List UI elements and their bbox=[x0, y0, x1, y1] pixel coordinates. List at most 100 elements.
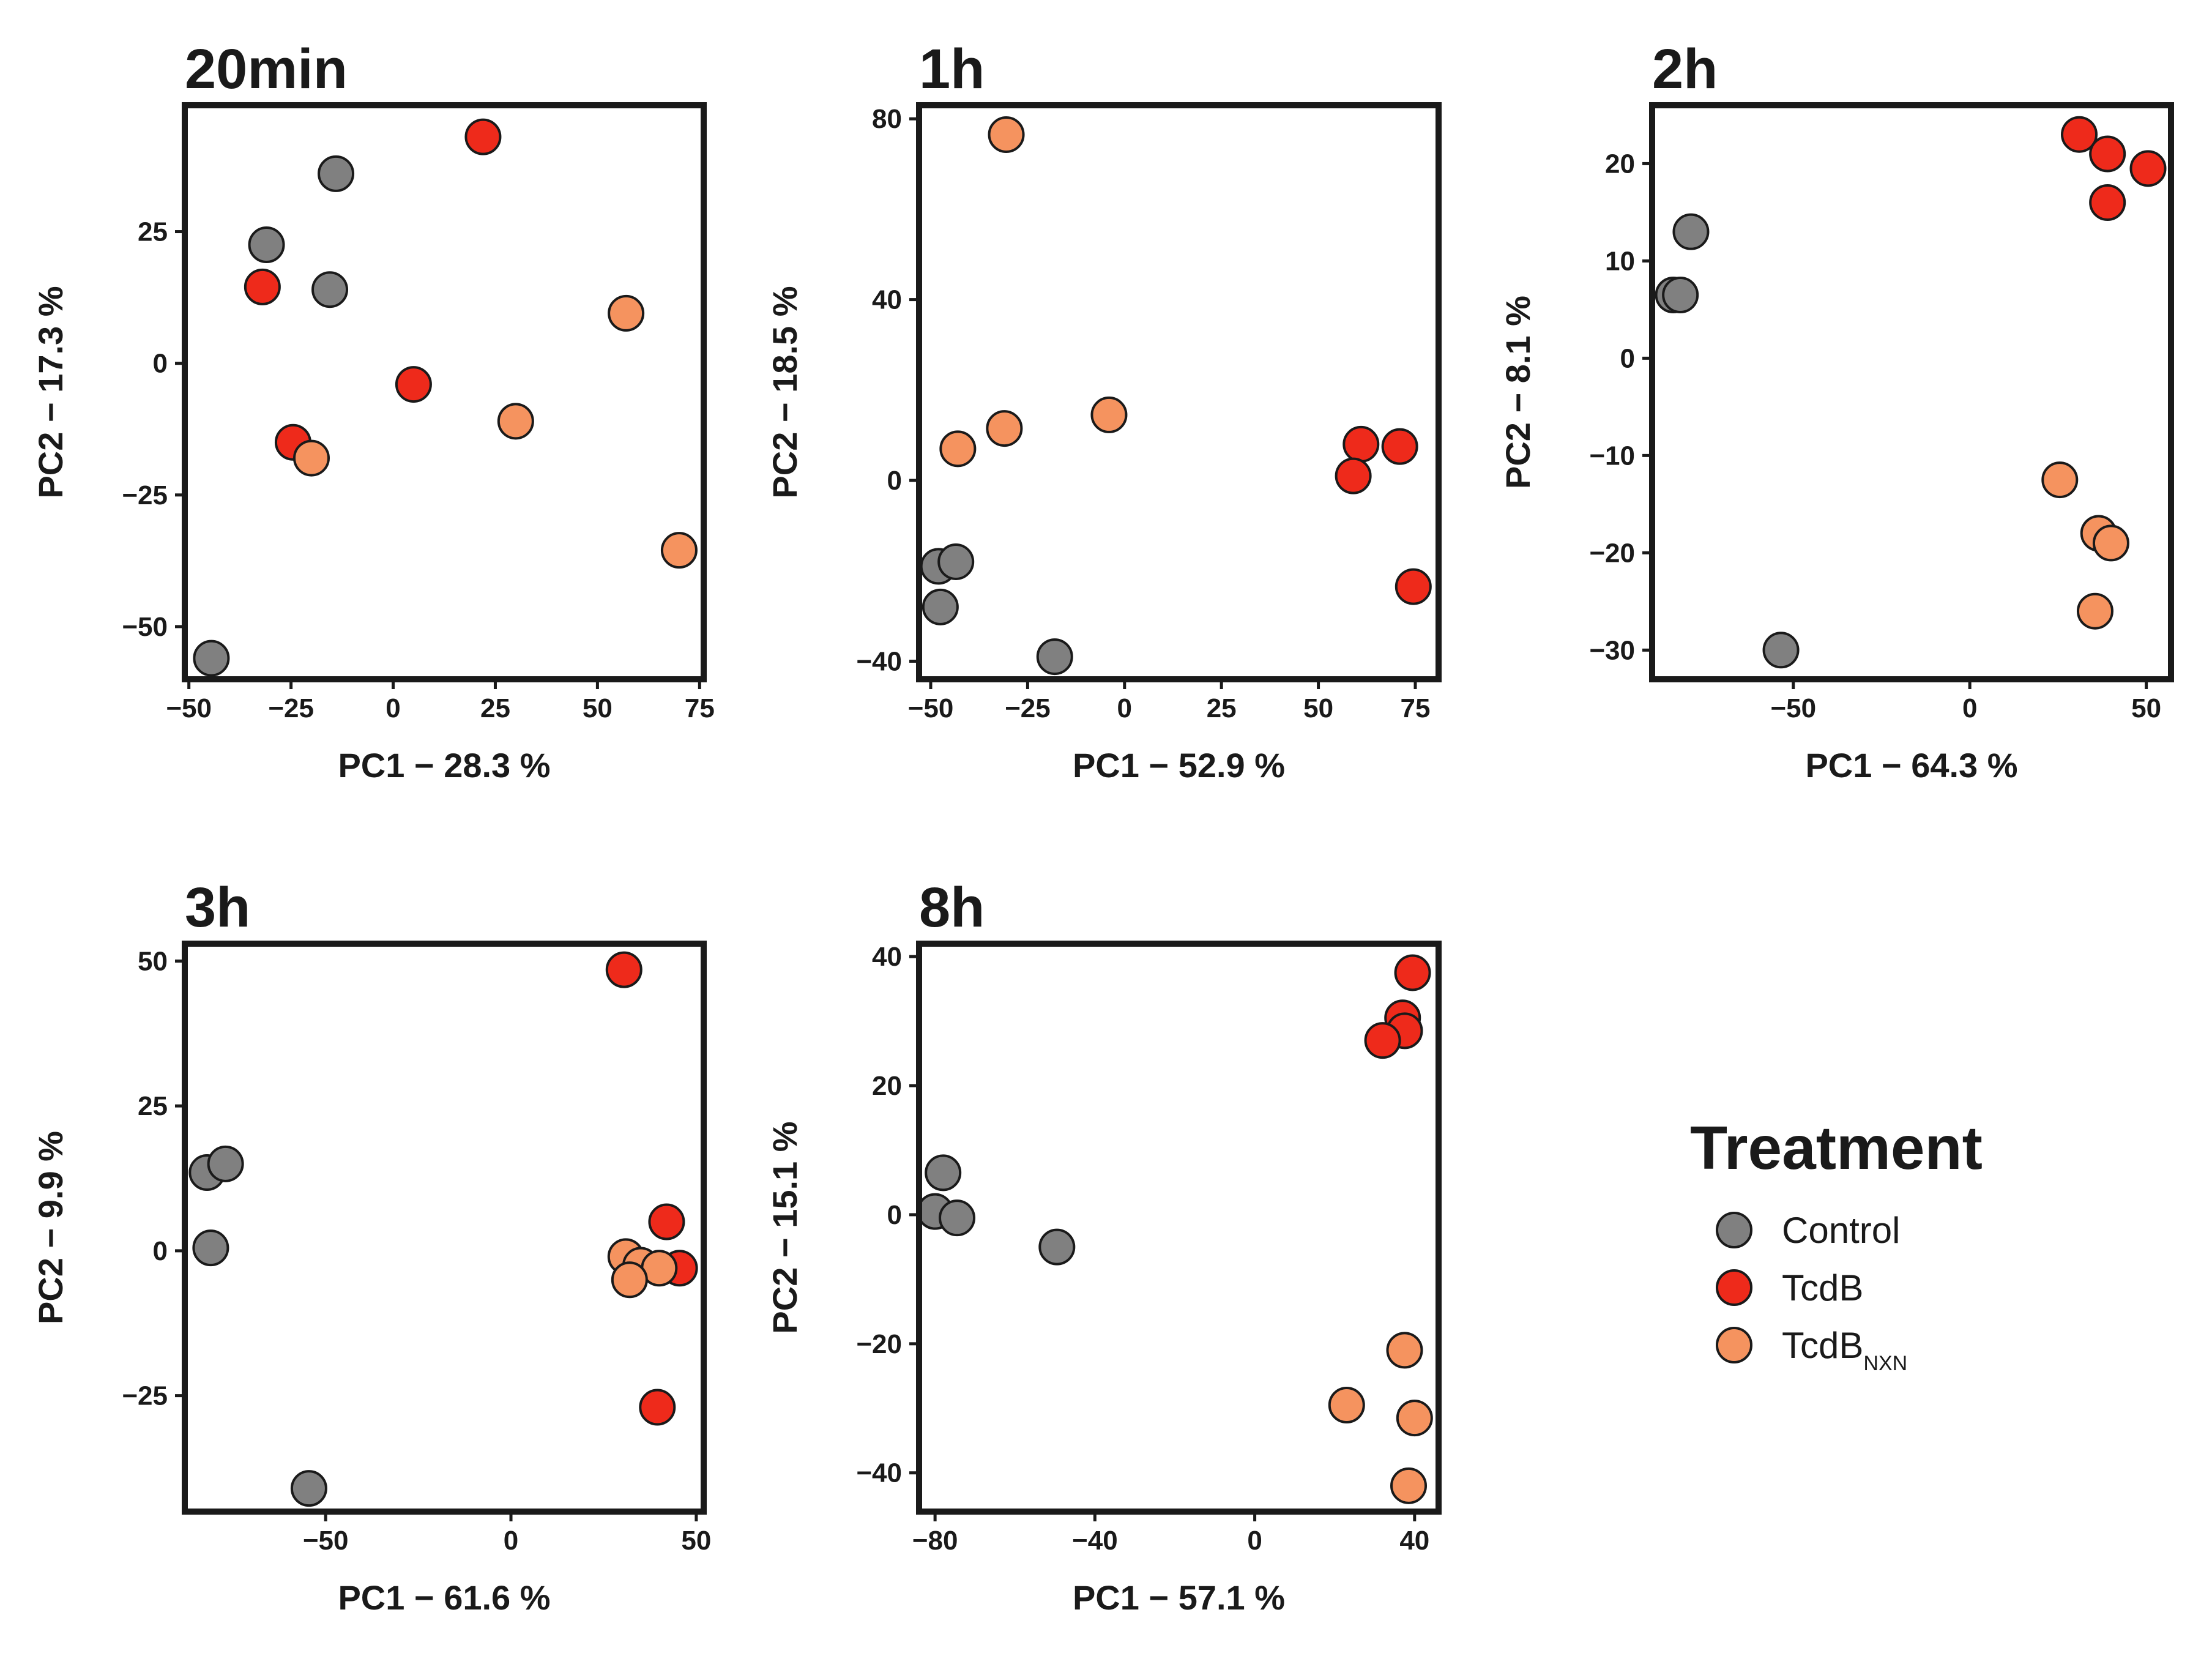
point-control bbox=[925, 1154, 962, 1192]
x-tick-label: 50 bbox=[2131, 693, 2161, 723]
point-control bbox=[1038, 1228, 1076, 1266]
y-tick-label: 0 bbox=[887, 466, 902, 496]
legend-label: TcdB bbox=[1782, 1267, 1863, 1308]
x-tick-label: 0 bbox=[1117, 693, 1132, 723]
x-axis-title: PC1 − 61.6 % bbox=[338, 1578, 550, 1617]
point-control bbox=[1762, 632, 1800, 669]
y-tick-label: 40 bbox=[872, 942, 902, 972]
point-tcdb bbox=[605, 951, 642, 988]
point-control bbox=[1672, 213, 1710, 250]
legend-label: TcdBNXN bbox=[1782, 1325, 1907, 1375]
point-control bbox=[1662, 277, 1699, 314]
y-tick-label: 10 bbox=[1605, 246, 1635, 276]
x-tick-label: 75 bbox=[685, 693, 715, 723]
panel-2h: 2h −50 0 50 −30 −20 −10 0 10 20 PC1 − 64.3 % PC2 − … bbox=[1499, 38, 2174, 785]
x-tick-label: −50 bbox=[1770, 693, 1816, 723]
panel-3h: 3h −50 0 50 −25 0 25 50 PC1 − 61.6 % PC2 − 9.9 % bbox=[31, 876, 711, 1617]
panel-frame bbox=[916, 941, 1442, 1515]
pca-panels: 20min −50 −25 0 25 50 75 −50 −25 0 25 PC1 − 28.3 % P… bbox=[31, 38, 2174, 1617]
y-tick-label: 0 bbox=[1620, 343, 1635, 373]
legend-swatch bbox=[1716, 1327, 1752, 1363]
point-tcdb bbox=[1381, 428, 1418, 465]
panel-8h: 8h −80 −40 0 40 −40 −20 0 20 40 PC1 − 57.1 % PC2 − … bbox=[765, 876, 1442, 1617]
y-tick-label: −20 bbox=[1589, 538, 1635, 568]
point-control bbox=[939, 1199, 976, 1237]
point-control bbox=[248, 226, 285, 264]
panel-title: 2h bbox=[1652, 38, 1718, 100]
point-tcdb-nxn bbox=[1328, 1387, 1365, 1423]
x-tick-label: −80 bbox=[912, 1526, 958, 1556]
panel-title: 3h bbox=[185, 876, 250, 939]
legend-title: Treatment bbox=[1690, 1114, 1983, 1182]
x-tick-label: 25 bbox=[1207, 693, 1237, 723]
y-tick-label: 40 bbox=[872, 285, 902, 315]
legend-item-control: Control bbox=[1716, 1210, 1900, 1251]
legend-label-main: TcdB bbox=[1782, 1267, 1863, 1308]
x-tick-label: 50 bbox=[1303, 693, 1333, 723]
y-tick-label: 0 bbox=[887, 1200, 902, 1230]
y-tick-label: 50 bbox=[138, 946, 168, 976]
point-control bbox=[311, 271, 349, 308]
legend-entries: Control TcdB TcdBNXN bbox=[1716, 1210, 1907, 1375]
legend-label: Control bbox=[1782, 1210, 1900, 1251]
panel-title: 8h bbox=[919, 876, 985, 939]
y-axis-title: PC2 − 8.1 % bbox=[1499, 296, 1537, 489]
point-tcdb-nxn bbox=[986, 410, 1023, 447]
x-axis-title: PC1 − 57.1 % bbox=[1073, 1578, 1285, 1617]
point-tcdb-nxn bbox=[1386, 1332, 1423, 1369]
x-tick-label: 0 bbox=[1247, 1526, 1262, 1556]
legend-swatch bbox=[1716, 1269, 1752, 1306]
x-tick-label: 0 bbox=[504, 1526, 518, 1556]
point-control bbox=[937, 543, 975, 580]
y-tick-label: 0 bbox=[153, 349, 168, 379]
y-tick-label: 80 bbox=[872, 104, 902, 134]
x-tick-label: −50 bbox=[303, 1526, 349, 1556]
y-axis-title: PC2 − 17.3 % bbox=[31, 286, 70, 498]
point-tcdb-nxn bbox=[660, 532, 698, 569]
point-control bbox=[193, 640, 230, 677]
x-axis-title: PC1 − 52.9 % bbox=[1073, 746, 1285, 785]
x-tick-label: 75 bbox=[1401, 693, 1431, 723]
point-tcdb-nxn bbox=[988, 116, 1025, 154]
x-tick-label: 50 bbox=[583, 693, 613, 723]
y-tick-label: −25 bbox=[122, 1381, 168, 1411]
point-tcdb-nxn bbox=[1396, 1400, 1433, 1437]
y-tick-label: −40 bbox=[856, 1458, 902, 1488]
point-control bbox=[290, 1470, 327, 1507]
point-control bbox=[318, 155, 355, 192]
panel-frame bbox=[182, 941, 707, 1515]
y-tick-label: −50 bbox=[122, 612, 168, 642]
x-tick-label: 0 bbox=[385, 693, 400, 723]
x-tick-label: −25 bbox=[268, 693, 314, 723]
point-tcdb-nxn bbox=[2041, 461, 2079, 499]
point-tcdb bbox=[2089, 184, 2126, 221]
x-tick-label: −50 bbox=[908, 693, 954, 723]
panel-frame bbox=[182, 102, 707, 682]
point-tcdb bbox=[639, 1389, 676, 1426]
point-tcdb-nxn bbox=[611, 1261, 648, 1299]
point-control bbox=[207, 1145, 244, 1182]
point-tcdb bbox=[1364, 1022, 1401, 1059]
point-control bbox=[1036, 638, 1073, 676]
legend-item-tcdb-nxn: TcdBNXN bbox=[1716, 1325, 1907, 1375]
point-tcdb-nxn bbox=[292, 439, 330, 477]
y-tick-label: −30 bbox=[1589, 635, 1635, 665]
point-tcdb bbox=[395, 366, 432, 403]
y-tick-label: 25 bbox=[138, 217, 168, 247]
point-tcdb bbox=[1342, 425, 1380, 463]
point-tcdb-nxn bbox=[1390, 1467, 1428, 1504]
panel-frame bbox=[916, 102, 1442, 682]
y-tick-label: 20 bbox=[872, 1071, 902, 1101]
point-tcdb bbox=[1335, 457, 1372, 494]
x-tick-label: 0 bbox=[1962, 693, 1977, 723]
legend-label-main: Control bbox=[1782, 1210, 1900, 1251]
point-tcdb bbox=[1394, 954, 1431, 991]
legend-swatch bbox=[1716, 1212, 1752, 1248]
treatment-legend: Treatment Control TcdB TcdBNXN bbox=[1690, 1114, 1983, 1375]
point-tcdb bbox=[244, 268, 281, 305]
y-tick-label: −25 bbox=[122, 480, 168, 510]
point-tcdb-nxn bbox=[939, 430, 977, 468]
y-tick-label: 20 bbox=[1605, 149, 1635, 179]
point-tcdb-nxn bbox=[497, 403, 534, 440]
x-axis-title: PC1 − 64.3 % bbox=[1805, 746, 2017, 785]
